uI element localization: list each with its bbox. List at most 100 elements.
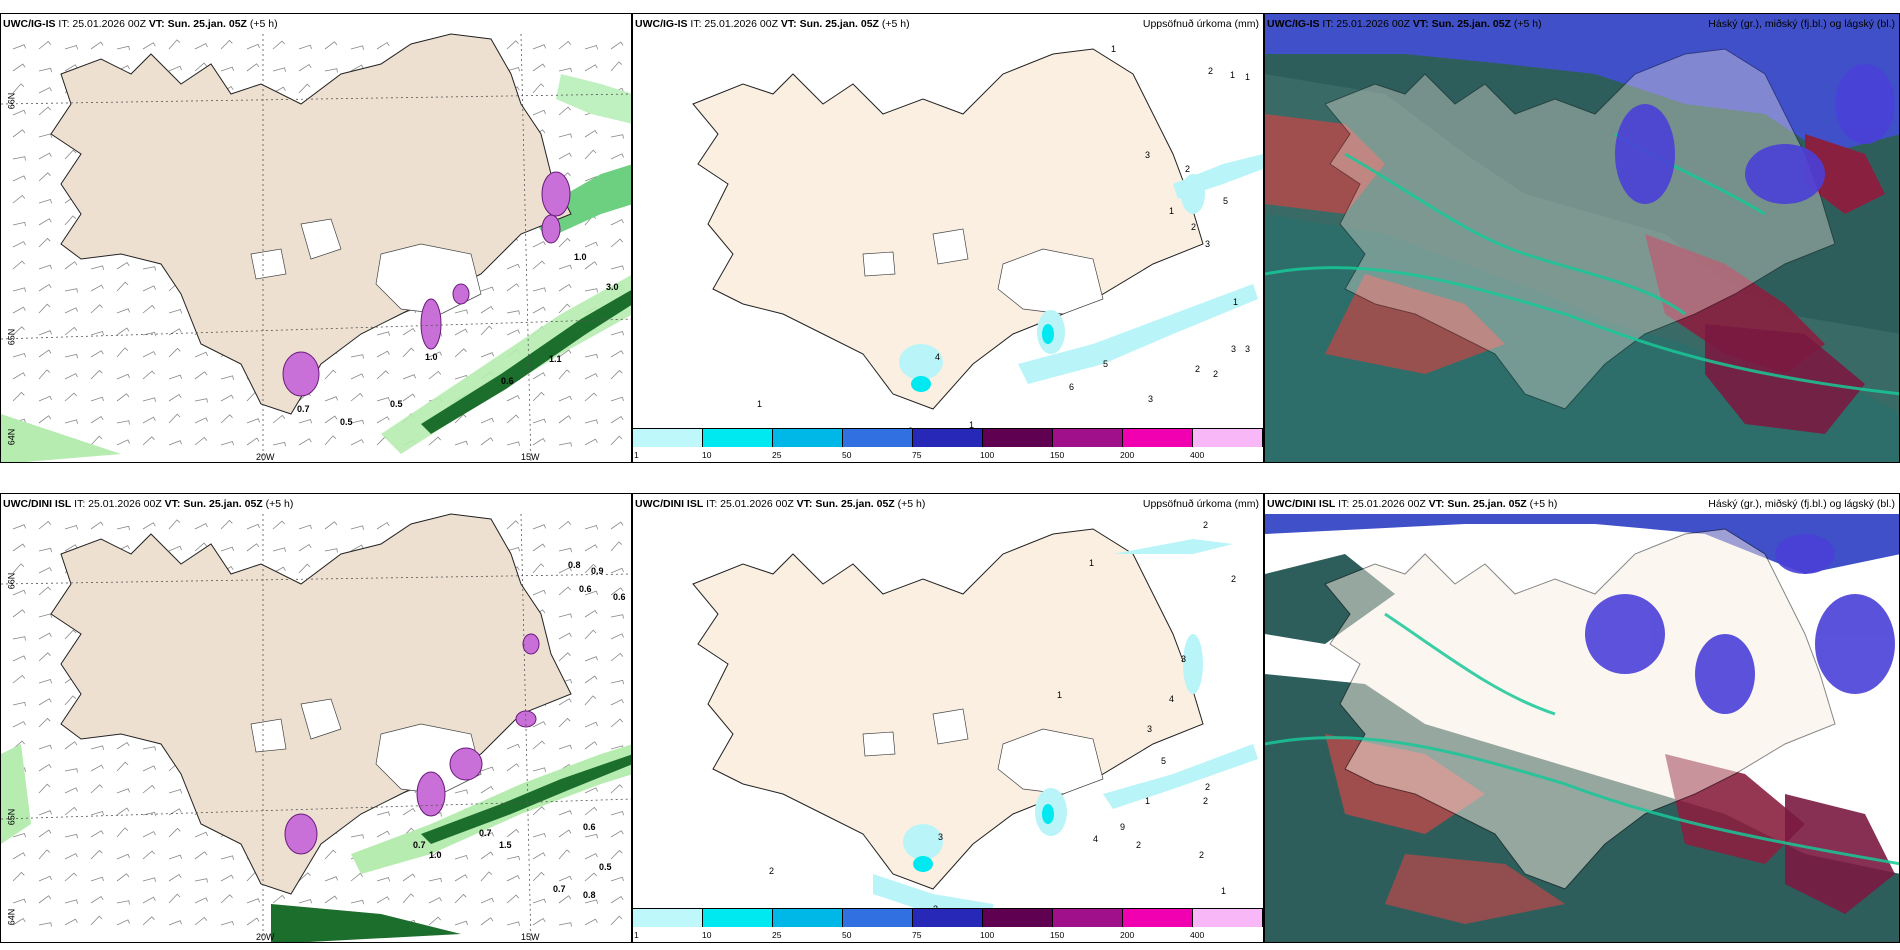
map-panel-precip-dini[interactable]: UWC/DINI ISL IT: 25.01.2026 00Z VT: Sun.… [632,493,1264,943]
map-panel-wind-dini[interactable]: UWC/DINI ISL IT: 25.01.2026 00Z VT: Sun.… [0,493,632,943]
wind-barb [12,543,26,552]
wind-barb [558,586,572,596]
wind-barb [584,675,598,684]
wind-barb [402,327,416,336]
map-panel-clouds-igis[interactable]: UWC/IG-IS IT: 25.01.2026 00Z VT: Sun. 25… [1264,13,1900,463]
wind-barb [610,876,624,882]
wind-barb [64,353,78,359]
wind-barb [90,369,103,380]
wind-barb [168,920,182,926]
wind-barb [142,896,156,904]
wind-barb [532,437,546,446]
value-label: 1 [1233,297,1239,307]
wind-barb [272,67,286,72]
lon-label: 15W [521,452,540,462]
wind-barb [506,414,520,424]
colorbar-label: 100 [980,450,995,460]
colorbar-swatch [843,429,913,447]
wind-barb [38,744,52,750]
value-label: 3.0 [606,282,619,292]
lon-label: 20W [256,452,275,462]
model-name: UWC/DINI ISL [1267,498,1336,510]
wind-barb [610,541,623,552]
wind-barb [324,415,338,424]
wind-barb [116,308,130,314]
wind-barb [558,547,572,553]
wind-barb [142,746,156,751]
colorbar-swatch [913,909,983,927]
wind-barb [246,63,260,72]
value-label: 3 [1245,344,1251,354]
wind-barb [324,369,337,380]
value-label: 3 [1145,150,1151,160]
precip-map-dini [692,528,1258,919]
value-label: 0.7 [479,828,492,838]
wind-barb [610,330,624,336]
wind-barb [220,855,234,860]
wind-barb [194,417,208,424]
wind-barb [38,283,52,292]
map-panel-wind-igis[interactable]: UWC/IG-IS IT: 25.01.2026 00Z VT: Sun. 25… [0,13,632,463]
wind-barb [480,352,494,358]
value-label: 1 [1245,72,1251,82]
wind-barb [324,895,338,904]
wind-barb [610,652,624,662]
wind-barb [12,44,26,50]
value-label: 5 [1103,359,1109,369]
valid-label: VT: [796,498,813,510]
wind-barb [12,260,26,270]
wind-barb [584,261,598,270]
wind-barb [376,396,390,402]
colorbar-label: 200 [1120,930,1135,940]
wind-barb [610,238,624,248]
wind-barb [194,62,208,72]
colorbar-label: 10 [702,450,712,460]
colorbar [633,908,1263,927]
wind-barb [38,40,52,50]
wind-barb [116,807,130,816]
wind-barb [610,153,624,160]
colorbar-swatch [983,909,1053,927]
wind-barb [350,899,364,905]
value-label: 1 [1111,44,1117,54]
wind-barb [90,915,103,926]
wind-barb [610,679,624,685]
value-label: 0.6 [579,584,592,594]
wind-barb [610,718,624,728]
wind-barb [298,44,312,50]
wind-barb [38,632,52,640]
wind-barb [428,877,442,883]
wind-barb [454,309,468,314]
value-label: 0.7 [413,840,426,850]
map-panel-precip-igis[interactable]: UWC/IG-IS IT: 25.01.2026 00Z VT: Sun. 25… [632,13,1264,463]
wind-barb [64,261,78,270]
wind-barb [610,61,623,72]
value-label: 1.0 [429,850,442,860]
colorbar-label: 200 [1120,450,1135,460]
colorbar-label: 25 [772,930,782,940]
wind-barb [402,893,415,904]
wind-barb [298,872,311,882]
panel-header: UWC/IG-IS IT: 25.01.2026 00Z VT: Sun. 25… [1267,18,1542,30]
value-label: 2 [1191,222,1197,232]
wind-barb [584,918,598,926]
wind-barb [38,218,52,226]
value-label: 5 [1161,756,1167,766]
wind-barb [12,221,26,227]
wind-barb [350,439,364,446]
wind-barb [168,827,181,838]
map-panel-clouds-dini[interactable]: UWC/DINI ISL IT: 25.01.2026 00Z VT: Sun.… [1264,493,1900,943]
wind-barb [38,303,51,314]
wind-barb [558,632,572,640]
value-label: 0.8 [583,890,596,900]
value-label: 0.9 [591,566,604,576]
wind-barb [12,701,26,707]
value-label: 1.5 [499,840,512,850]
wind-barb [168,873,182,882]
wind-barb [480,305,494,314]
panel-header: UWC/IG-IS IT: 25.01.2026 00Z VT: Sun. 25… [635,18,910,30]
wind-barb [558,40,572,50]
colorbar-label: 50 [842,930,852,940]
wind-barb [480,785,494,794]
wind-barb [90,350,104,358]
